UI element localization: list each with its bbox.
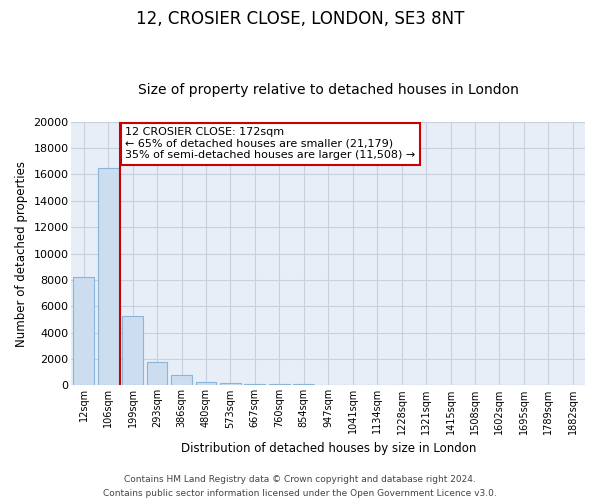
Bar: [98, 168, 119, 386]
Bar: [342, 384, 363, 386]
X-axis label: Distribution of detached houses by size in London: Distribution of detached houses by size …: [181, 442, 476, 455]
Bar: [293, 384, 314, 386]
Text: 12 CROSIER CLOSE: 172sqm
← 65% of detached houses are smaller (21,179)
35% of se: 12 CROSIER CLOSE: 172sqm ← 65% of detach…: [125, 127, 416, 160]
Bar: [171, 375, 192, 386]
Bar: [367, 385, 388, 386]
Bar: [318, 384, 338, 386]
Bar: [220, 383, 241, 386]
Text: Contains HM Land Registry data © Crown copyright and database right 2024.
Contai: Contains HM Land Registry data © Crown c…: [103, 476, 497, 498]
Bar: [244, 384, 265, 386]
Bar: [196, 382, 217, 386]
Text: 12, CROSIER CLOSE, LONDON, SE3 8NT: 12, CROSIER CLOSE, LONDON, SE3 8NT: [136, 10, 464, 28]
Bar: [73, 278, 94, 386]
Bar: [146, 362, 167, 386]
Bar: [269, 384, 290, 386]
Y-axis label: Number of detached properties: Number of detached properties: [15, 160, 28, 346]
Bar: [122, 316, 143, 386]
Title: Size of property relative to detached houses in London: Size of property relative to detached ho…: [138, 83, 518, 97]
